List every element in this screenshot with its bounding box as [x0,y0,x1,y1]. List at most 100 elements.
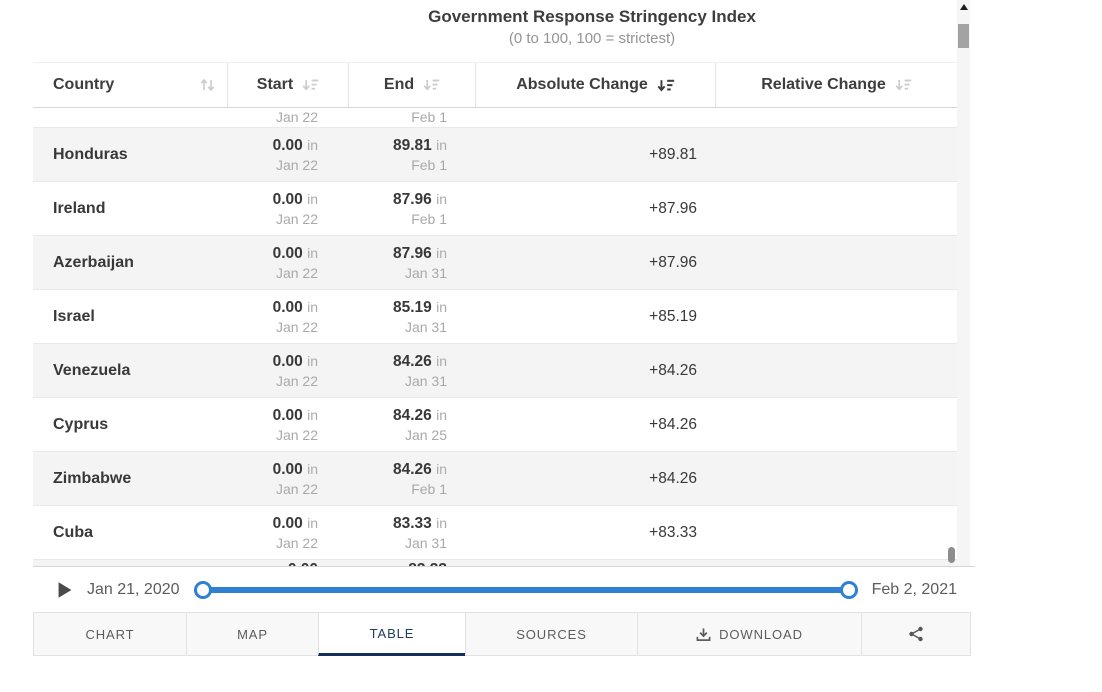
relative-change-cell [715,398,957,451]
in-label: in [436,514,447,531]
timeline-start-label: Jan 21, 2020 [87,580,180,598]
relative-change-cell [715,182,957,235]
country-cell: Zimbabwe [53,469,132,487]
start-date: Jan 22 [275,318,318,335]
table-body: Jan 22 Feb 1 Honduras 0.00 in Jan 22 89.… [33,108,957,566]
column-header-row: Country Start [33,62,957,108]
sort-desc-icon [423,78,440,92]
in-label: in [436,406,447,423]
timeline-control: Jan 21, 2020 Feb 2, 2021 [33,566,975,612]
tab-bar: CHART MAP TABLE SOURCES D [33,612,975,656]
table-view: Government Response Stringency Index (0 … [33,0,957,566]
column-header-end[interactable]: End [348,63,475,107]
timeline-slider[interactable] [193,580,858,599]
start-cell: 0.00 in Jan 22 [227,290,348,343]
end-date: Jan 31 [404,372,447,389]
tab-chart[interactable]: CHART [33,612,187,656]
tab-sources[interactable]: SOURCES [465,612,638,656]
column-header-relative-change[interactable]: Relative Change [715,63,957,107]
end-date: Feb 1 [411,210,447,227]
country-cell: Cyprus [53,415,109,433]
tab-share[interactable] [861,612,971,656]
end-value: 89.81 [392,136,432,154]
country-cell: Honduras [53,145,128,163]
start-cell: 0.00 in Jan 22 [227,452,348,505]
end-date: Feb 1 [411,480,447,497]
in-label: in [307,406,318,423]
country-cell: Israel [53,307,95,325]
tab-map[interactable]: MAP [186,612,319,656]
country-cell: Cuba [53,523,93,541]
relative-change-cell [715,236,957,289]
timeline-track[interactable] [195,586,856,593]
absolute-change-cell: +87.96 [649,253,697,271]
end-date: Jan 31 [404,318,447,335]
column-header-country[interactable]: Country [33,63,227,107]
start-cell: 0.00 in Jan 22 [227,182,348,235]
table-row: Cuba 0.00 in Jan 22 83.33 in Jan 31 +83.… [33,506,957,560]
partial-row-bottom: 0.00 83.33 [33,560,957,566]
start-value: 0.00 [272,406,303,424]
timeline-handle-start[interactable] [193,580,212,599]
tab-table[interactable]: TABLE [318,612,466,656]
start-date: Jan 22 [275,480,318,497]
table-row: Zimbabwe 0.00 in Jan 22 84.26 in Feb 1 +… [33,452,957,506]
end-cell: 89.81 in Feb 1 [348,128,475,181]
absolute-change-cell: +84.26 [649,361,697,379]
chart-header: Government Response Stringency Index (0 … [33,0,957,62]
end-value: 85.19 [392,298,432,316]
end-cell: 85.19 in Jan 31 [348,290,475,343]
column-header-absolute-change[interactable]: Absolute Change [475,63,715,107]
column-label: Country [53,76,115,93]
absolute-change-cell: +87.96 [649,199,697,217]
start-value: 0.00 [272,298,303,316]
start-date: Jan 22 [275,534,318,551]
timeline-handle-end[interactable] [839,580,858,599]
sort-desc-icon [302,78,319,92]
page-scrollbar[interactable] [957,0,970,566]
sort-both-icon [200,78,215,92]
start-date: Jan 22 [275,109,318,125]
in-label: in [436,298,447,315]
end-value: 87.96 [392,190,432,208]
relative-change-cell [715,128,957,181]
page-title: Government Response Stringency Index [428,7,756,26]
timeline-play-button[interactable] [55,580,75,600]
download-icon [696,627,711,642]
start-date: Jan 22 [275,210,318,227]
start-value: 0.00 [272,244,303,262]
relative-change-cell [715,452,957,505]
column-label: Relative Change [761,76,886,93]
end-cell: 87.96 in Feb 1 [348,182,475,235]
scroll-up-arrow[interactable] [957,0,970,14]
table-scrollbar-thumb[interactable] [948,547,955,563]
end-value: 83.33 [408,561,447,566]
chart-subtitle: (0 to 100, 100 = strictest) [508,30,676,47]
start-value: 0.00 [288,561,318,566]
absolute-change-cell: +89.81 [649,145,697,163]
in-label: in [436,244,447,261]
tab-label: DOWNLOAD [719,626,803,642]
scrollbar-thumb[interactable] [958,24,969,48]
end-date: Feb 1 [411,109,447,125]
end-date: Feb 1 [411,156,447,173]
table-row: Israel 0.00 in Jan 22 85.19 in Jan 31 +8… [33,290,957,344]
table-rows: Honduras 0.00 in Jan 22 89.81 in Feb 1 +… [33,128,957,560]
country-cell: Venezuela [53,361,131,379]
end-cell: 87.96 in Jan 31 [348,236,475,289]
tab-label: TABLE [369,625,415,641]
end-value: 84.26 [392,460,432,478]
in-label: in [436,190,447,207]
column-header-start[interactable]: Start [227,63,348,107]
up-arrow-icon [959,4,968,10]
tab-download[interactable]: DOWNLOAD [637,612,862,656]
relative-change-cell [715,290,957,343]
in-label: in [307,244,318,261]
tab-label: MAP [237,626,268,642]
tab-label: CHART [85,626,135,642]
start-date: Jan 22 [275,372,318,389]
end-cell: 84.26 in Jan 31 [348,344,475,397]
start-date: Jan 22 [275,156,318,173]
start-value: 0.00 [272,514,303,532]
